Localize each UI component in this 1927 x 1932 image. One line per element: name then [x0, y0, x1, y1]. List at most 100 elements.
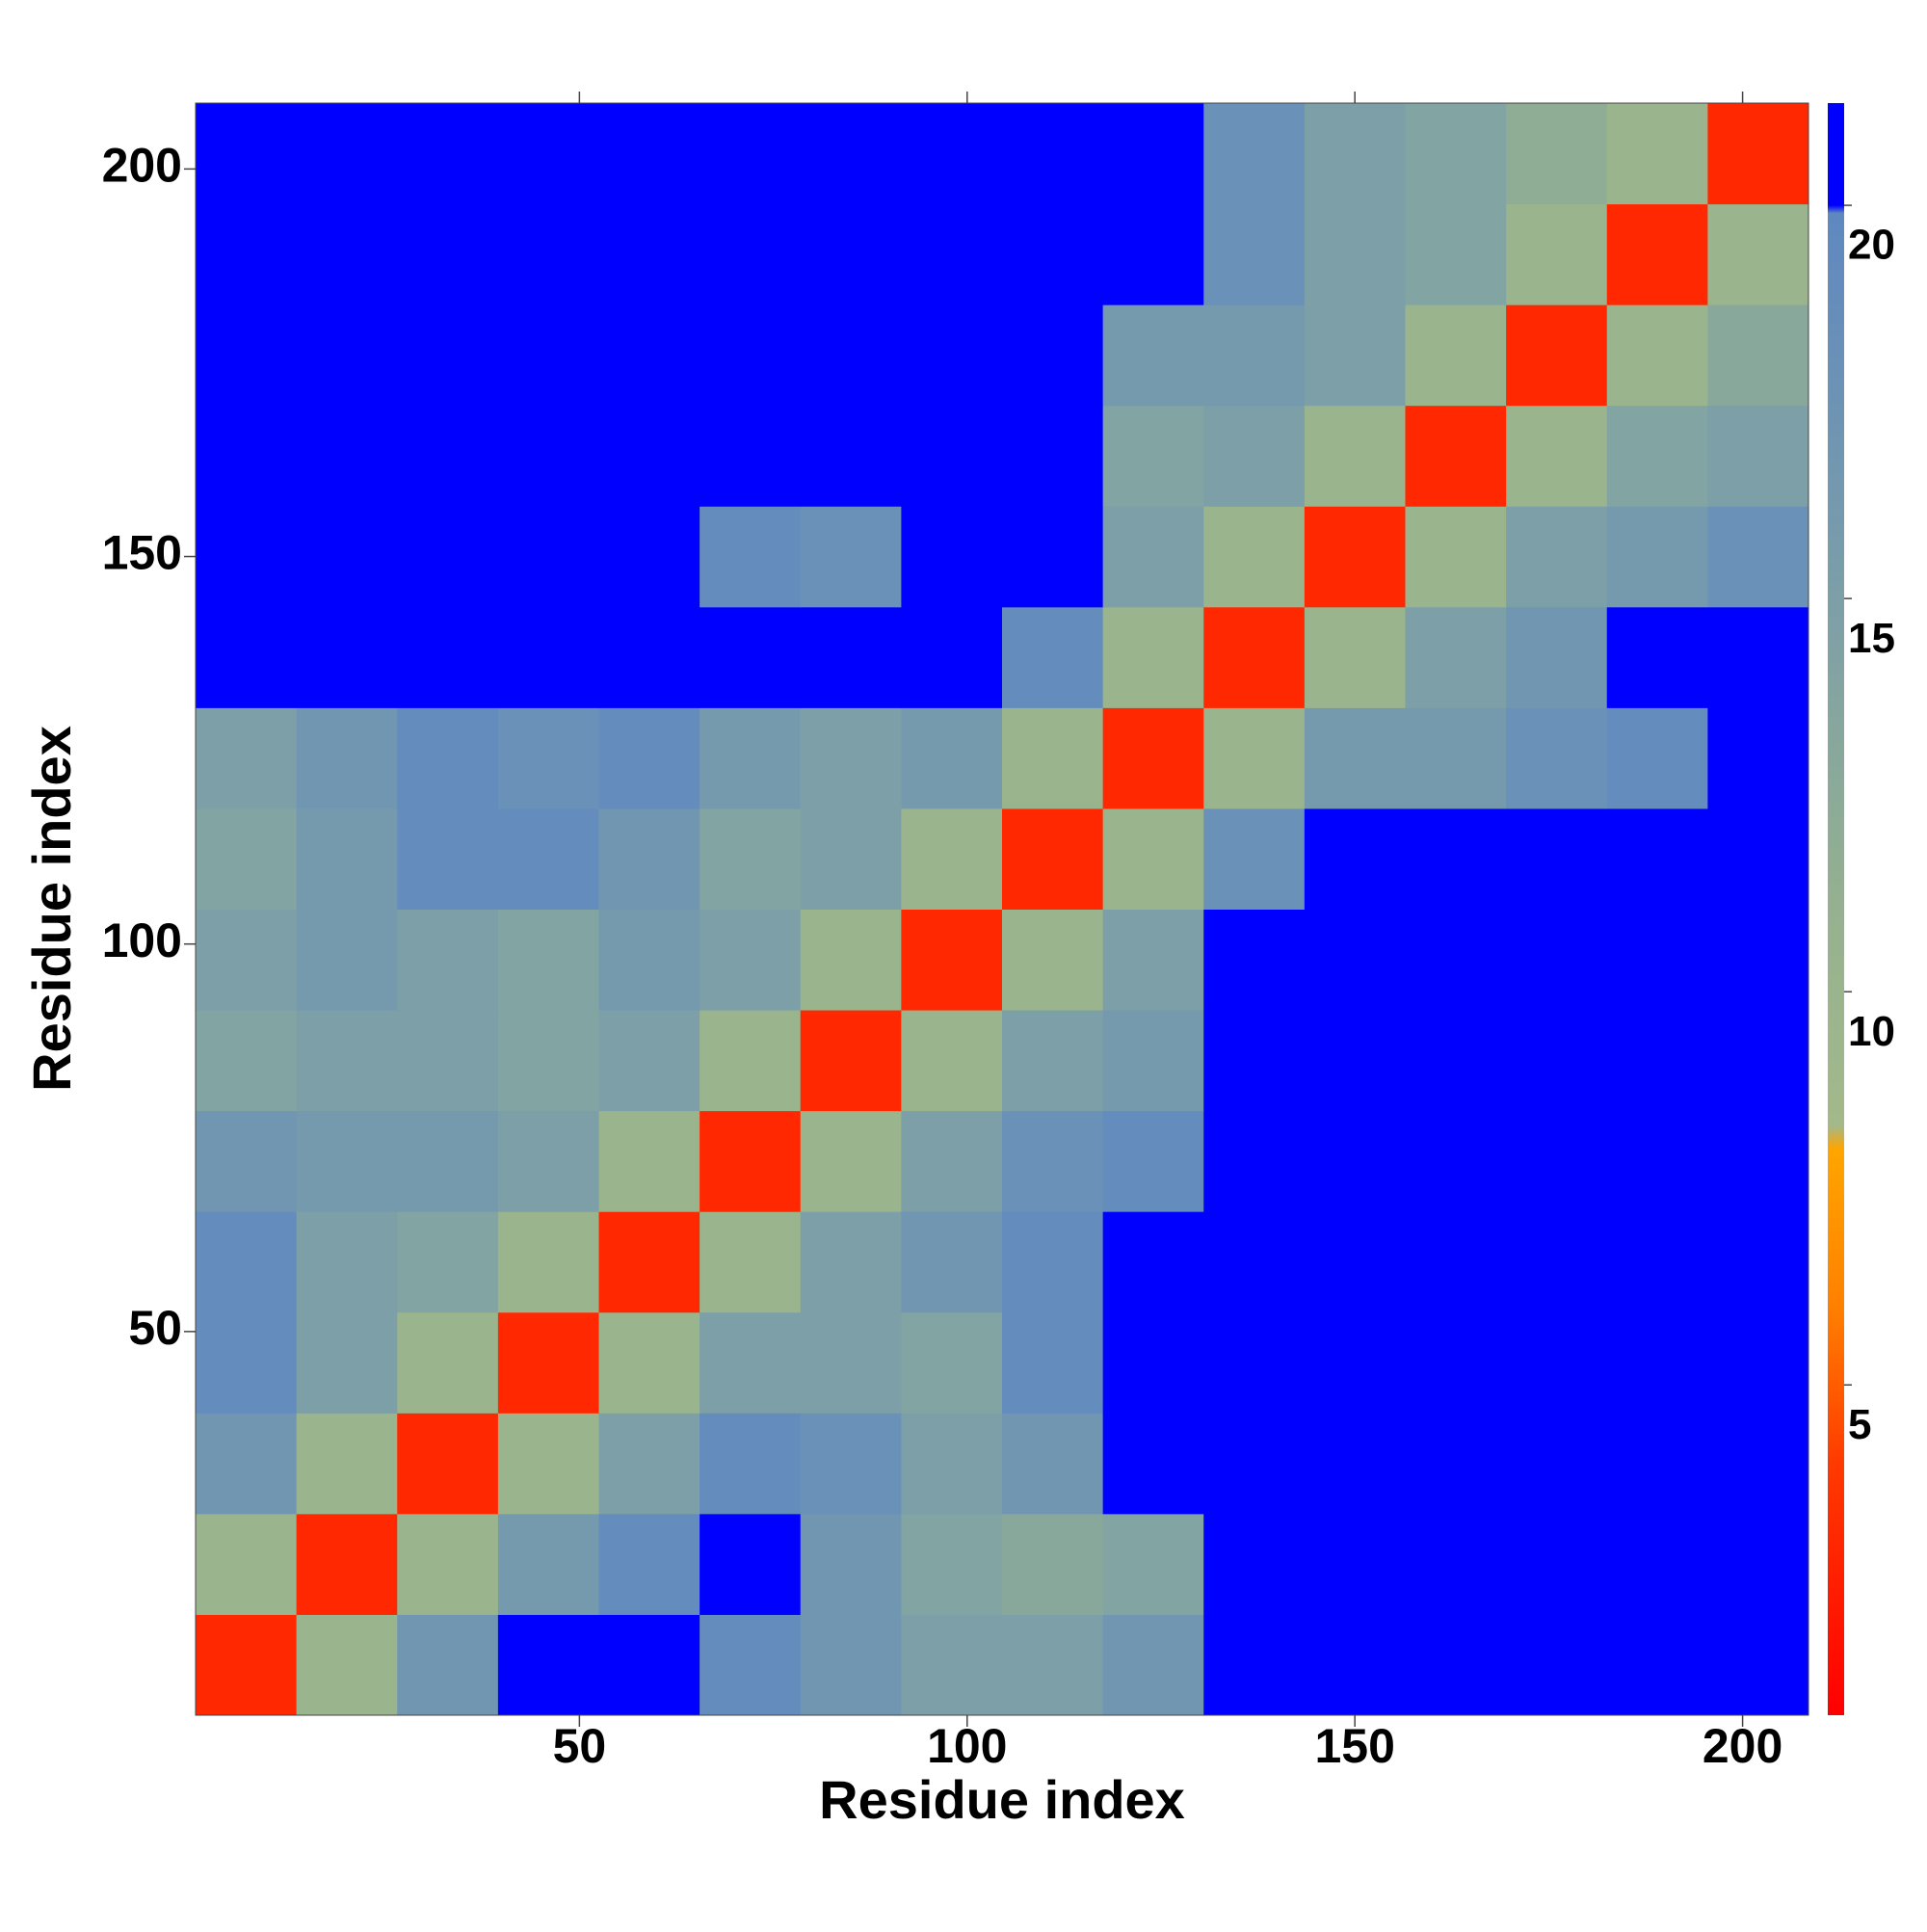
heatmap-cell: [800, 1513, 902, 1615]
heatmap-cell: [1506, 405, 1608, 507]
heatmap-cell: [397, 103, 499, 205]
heatmap-cell: [1203, 103, 1306, 205]
heatmap-cell: [901, 203, 1003, 305]
heatmap-cell: [1203, 203, 1306, 305]
heatmap-cell: [196, 1110, 298, 1212]
heatmap-cell: [901, 1110, 1003, 1212]
heatmap-cell: [1506, 506, 1608, 608]
y-tick-label: 50: [128, 1301, 182, 1355]
x-tick-label: 100: [927, 1719, 1007, 1773]
heatmap-cell: [497, 707, 599, 809]
plot-frame: [195, 102, 1809, 1716]
heatmap-cell: [1102, 1311, 1204, 1414]
heatmap-cell: [1405, 1513, 1507, 1615]
heatmap-cell: [1203, 1010, 1306, 1112]
heatmap-cell: [196, 1311, 298, 1414]
heatmap-cell: [598, 1010, 700, 1112]
heatmap-cell: [901, 1010, 1003, 1112]
heatmap-cell: [1707, 1010, 1809, 1112]
heatmap-cell: [397, 707, 499, 809]
heatmap-cell: [1405, 1110, 1507, 1212]
heatmap-cell: [1707, 1413, 1809, 1515]
heatmap-cell: [196, 909, 298, 1011]
heatmap-cell: [196, 405, 298, 507]
heatmap-cell: [1304, 1413, 1406, 1515]
heatmap-cell: [1707, 405, 1809, 507]
heatmap-cell: [1506, 807, 1608, 910]
heatmap-cell: [397, 1211, 499, 1313]
heatmap-cell: [800, 1010, 902, 1112]
heatmap-cell: [800, 1110, 902, 1212]
heatmap-cell: [1102, 506, 1204, 608]
heatmap-cell: [598, 405, 700, 507]
heatmap-cell: [1707, 103, 1809, 205]
heatmap-cell: [497, 1110, 599, 1212]
heatmap-cell: [1102, 405, 1204, 507]
heatmap-cell: [196, 707, 298, 809]
heatmap-cell: [1304, 103, 1406, 205]
heatmap-cell: [1606, 405, 1708, 507]
heatmap-cell: [296, 909, 398, 1011]
heatmap-cell: [1002, 1413, 1104, 1515]
heatmap-cell: [1102, 606, 1204, 708]
heatmap-cell: [1707, 1614, 1809, 1716]
heatmap-cell: [1102, 1010, 1204, 1112]
heatmap-cell: [296, 1110, 398, 1212]
heatmap-cell: [700, 707, 802, 809]
heatmap-cell: [1304, 203, 1406, 305]
heatmap-cell: [397, 405, 499, 507]
heatmap-cell: [1606, 1413, 1708, 1515]
heatmap-cell: [1203, 405, 1306, 507]
heatmap-cell: [1102, 1513, 1204, 1615]
heatmap-cell: [1102, 203, 1204, 305]
heatmap-cell: [1203, 707, 1306, 809]
heatmap-cell: [800, 506, 902, 608]
heatmap-cell: [1102, 807, 1204, 910]
heatmap-cell: [1002, 103, 1104, 205]
heatmap-cell: [1606, 203, 1708, 305]
heatmap-cell: [1707, 304, 1809, 407]
heatmap-cell: [700, 909, 802, 1011]
heatmap-cell: [397, 1311, 499, 1414]
heatmap-cell: [1405, 1614, 1507, 1716]
heatmap-cell: [598, 1211, 700, 1313]
heatmap-cell: [1002, 405, 1104, 507]
heatmap-cell: [1707, 807, 1809, 910]
heatmap-cell: [1506, 1010, 1608, 1112]
heatmap-cell: [1203, 1413, 1306, 1515]
colorbar: [1828, 103, 1844, 1715]
heatmap-cell: [800, 807, 902, 910]
heatmap-cell: [700, 1513, 802, 1615]
heatmap-cell: [598, 103, 700, 205]
heatmap-cell: [296, 506, 398, 608]
heatmap-cell: [1707, 1110, 1809, 1212]
heatmap-cell: [800, 405, 902, 507]
heatmap-cell: [1707, 506, 1809, 608]
heatmap-cell: [800, 909, 902, 1011]
heatmap-cell: [901, 1513, 1003, 1615]
heatmap-cell: [901, 405, 1003, 507]
heatmap-cell: [1002, 1110, 1104, 1212]
colorbar-tick-label: 10: [1848, 1008, 1895, 1055]
heatmap-cell: [901, 1614, 1003, 1716]
heatmap-cell: [296, 807, 398, 910]
heatmap-cell: [1002, 1311, 1104, 1414]
heatmap-cell: [397, 1110, 499, 1212]
heatmap-cell: [1506, 1110, 1608, 1212]
heatmap-cell: [397, 203, 499, 305]
heatmap-cell: [700, 807, 802, 910]
heatmap-cell: [397, 1614, 499, 1716]
heatmap-cell: [901, 506, 1003, 608]
heatmap-cell: [1002, 203, 1104, 305]
heatmap-cell: [1304, 807, 1406, 910]
heatmap-cell: [1405, 103, 1507, 205]
heatmap-cell: [700, 103, 802, 205]
heatmap-cell: [1606, 707, 1708, 809]
heatmap-cell: [1506, 1211, 1608, 1313]
heatmap-cell: [296, 1311, 398, 1414]
heatmap-cell: [1606, 1110, 1708, 1212]
heatmap-cell: [901, 103, 1003, 205]
heatmap-cell: [1304, 1513, 1406, 1615]
heatmap-cell: [1002, 1513, 1104, 1615]
